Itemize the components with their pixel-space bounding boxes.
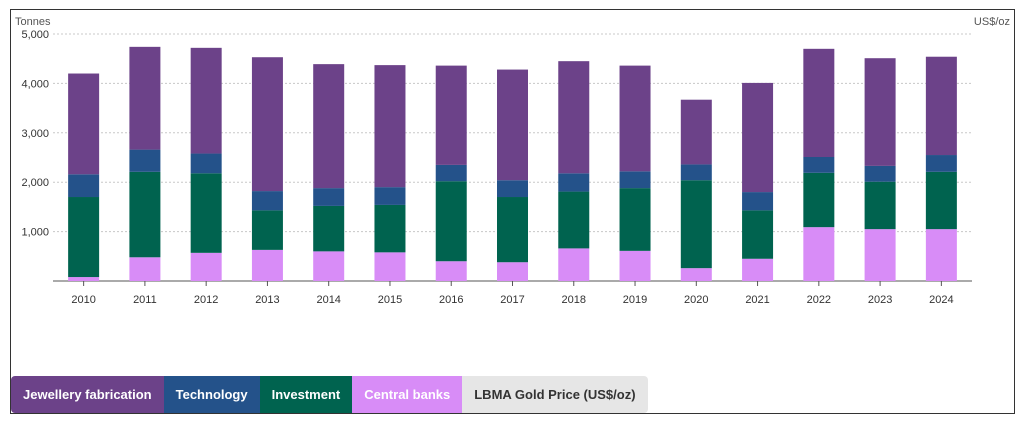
legend-item-jewellery-fabrication[interactable]: Jewellery fabrication [11,376,164,413]
bar-segment-investment-2018[interactable] [558,191,590,249]
bar-segment-central-banks-2011[interactable] [129,257,161,281]
bar-segment-technology-2019[interactable] [619,171,651,189]
legend-item-technology[interactable]: Technology [163,376,260,413]
bar-segment-central-banks-2012[interactable] [190,252,222,281]
x-tick-label: 2017 [500,294,524,306]
x-axis: 2010 2011 2012 2013 2014 2015 2016 2017 2018 2019… [71,281,954,306]
bar-segment-jewellery-fabrication-2019[interactable] [619,65,651,172]
y-tick-label: 1,000 [21,227,49,239]
bar-segment-jewellery-fabrication-2020[interactable] [680,99,712,165]
bar-segment-jewellery-fabrication-2014[interactable] [313,64,345,189]
x-tick-label: 2021 [745,294,769,306]
bar-segment-central-banks-2014[interactable] [313,251,345,281]
left-axis-unit: Tonnes [15,16,51,28]
bar-segment-jewellery-fabrication-2021[interactable] [742,82,774,193]
y-tick-label: 5,000 [21,29,49,41]
bar-segment-investment-2021[interactable] [742,210,774,259]
x-tick-label: 2015 [378,294,402,306]
bar-segment-central-banks-2016[interactable] [435,261,467,281]
bar-segment-central-banks-2015[interactable] [374,252,406,281]
bar-segment-technology-2016[interactable] [435,164,467,182]
x-tick-label: 2011 [133,294,157,306]
x-tick-label: 2018 [562,294,586,306]
y-tick-label: 3,000 [21,128,49,140]
bar-segment-investment-2013[interactable] [251,210,283,250]
x-tick-label: 2020 [684,294,708,306]
x-tick-label: 2022 [807,294,831,306]
x-tick-label: 2023 [868,294,892,306]
bar-segment-investment-2017[interactable] [497,197,528,263]
legend-item-lbma-gold-price-us-oz[interactable]: LBMA Gold Price (US$/oz) [462,376,648,413]
bar-segment-technology-2011[interactable] [129,149,161,172]
x-tick-label: 2016 [439,294,463,306]
bar-segment-jewellery-fabrication-2011[interactable] [129,46,161,150]
bar-segment-jewellery-fabrication-2017[interactable] [497,69,528,181]
bar-segment-central-banks-2018[interactable] [558,248,590,281]
bar-segment-jewellery-fabrication-2022[interactable] [803,48,835,158]
x-tick-label: 2019 [623,294,647,306]
bar-segment-investment-2012[interactable] [190,173,222,253]
bar-segment-central-banks-2022[interactable] [803,227,835,281]
bar-segment-technology-2014[interactable] [313,188,345,206]
bar-segment-jewellery-fabrication-2016[interactable] [435,65,467,165]
bar-segment-technology-2012[interactable] [190,153,222,174]
bar-segment-jewellery-fabrication-2013[interactable] [251,57,283,192]
bar-segment-technology-2024[interactable] [925,155,957,172]
bar-segment-central-banks-2020[interactable] [680,268,712,281]
bar-segment-investment-2023[interactable] [864,181,896,230]
y-tick-label: 2,000 [21,177,49,189]
bar-segment-investment-2010[interactable] [68,197,100,278]
bar-segment-central-banks-2019[interactable] [619,250,651,281]
bar-segment-technology-2022[interactable] [803,157,835,173]
bar-segment-investment-2024[interactable] [925,171,957,230]
bar-segment-technology-2013[interactable] [251,191,283,211]
x-tick-label: 2012 [194,294,218,306]
bar-segment-technology-2020[interactable] [680,164,712,181]
bar-segment-central-banks-2024[interactable] [925,229,957,281]
bar-segment-investment-2020[interactable] [680,180,712,269]
right-axis-unit: US$/oz [974,16,1010,28]
bar-segment-investment-2022[interactable] [803,172,835,228]
bar-segment-investment-2016[interactable] [435,181,467,262]
bar-segment-jewellery-fabrication-2012[interactable] [190,47,222,154]
bar-segment-central-banks-2021[interactable] [742,258,774,281]
bar-segment-jewellery-fabrication-2018[interactable] [558,61,590,174]
x-tick-label: 2013 [255,294,279,306]
bar-segment-central-banks-2010[interactable] [68,277,100,281]
bar-segment-investment-2019[interactable] [619,188,651,251]
bar-segment-jewellery-fabrication-2015[interactable] [374,65,406,188]
bar-segment-technology-2015[interactable] [374,187,406,205]
bar-segment-investment-2015[interactable] [374,204,406,253]
bars [68,46,957,281]
bar-segment-technology-2021[interactable] [742,192,774,211]
bar-segment-jewellery-fabrication-2023[interactable] [864,58,896,166]
bar-segment-jewellery-fabrication-2010[interactable] [68,73,100,175]
bar-segment-technology-2023[interactable] [864,165,896,182]
x-tick-label: 2010 [71,294,95,306]
bar-segment-technology-2018[interactable] [558,173,590,192]
x-tick-label: 2014 [316,294,340,306]
legend-item-central-banks[interactable]: Central banks [352,376,463,413]
bar-segment-central-banks-2013[interactable] [251,249,283,281]
bar-segment-technology-2010[interactable] [68,174,100,198]
legend-item-investment[interactable]: Investment [259,376,353,413]
x-tick-label: 2024 [929,294,953,306]
bar-segment-central-banks-2023[interactable] [864,229,896,281]
y-tick-label: 4,000 [21,78,49,90]
bar-segment-central-banks-2017[interactable] [497,262,528,281]
bar-segment-technology-2017[interactable] [497,180,528,198]
bar-segment-jewellery-fabrication-2024[interactable] [925,56,957,156]
y-axis: 1,000 2,000 3,000 4,000 5,000 [21,29,49,239]
bar-segment-investment-2011[interactable] [129,171,161,258]
legend: Jewellery fabrication Technology Investmen… [11,376,648,413]
bar-segment-investment-2014[interactable] [313,205,345,252]
